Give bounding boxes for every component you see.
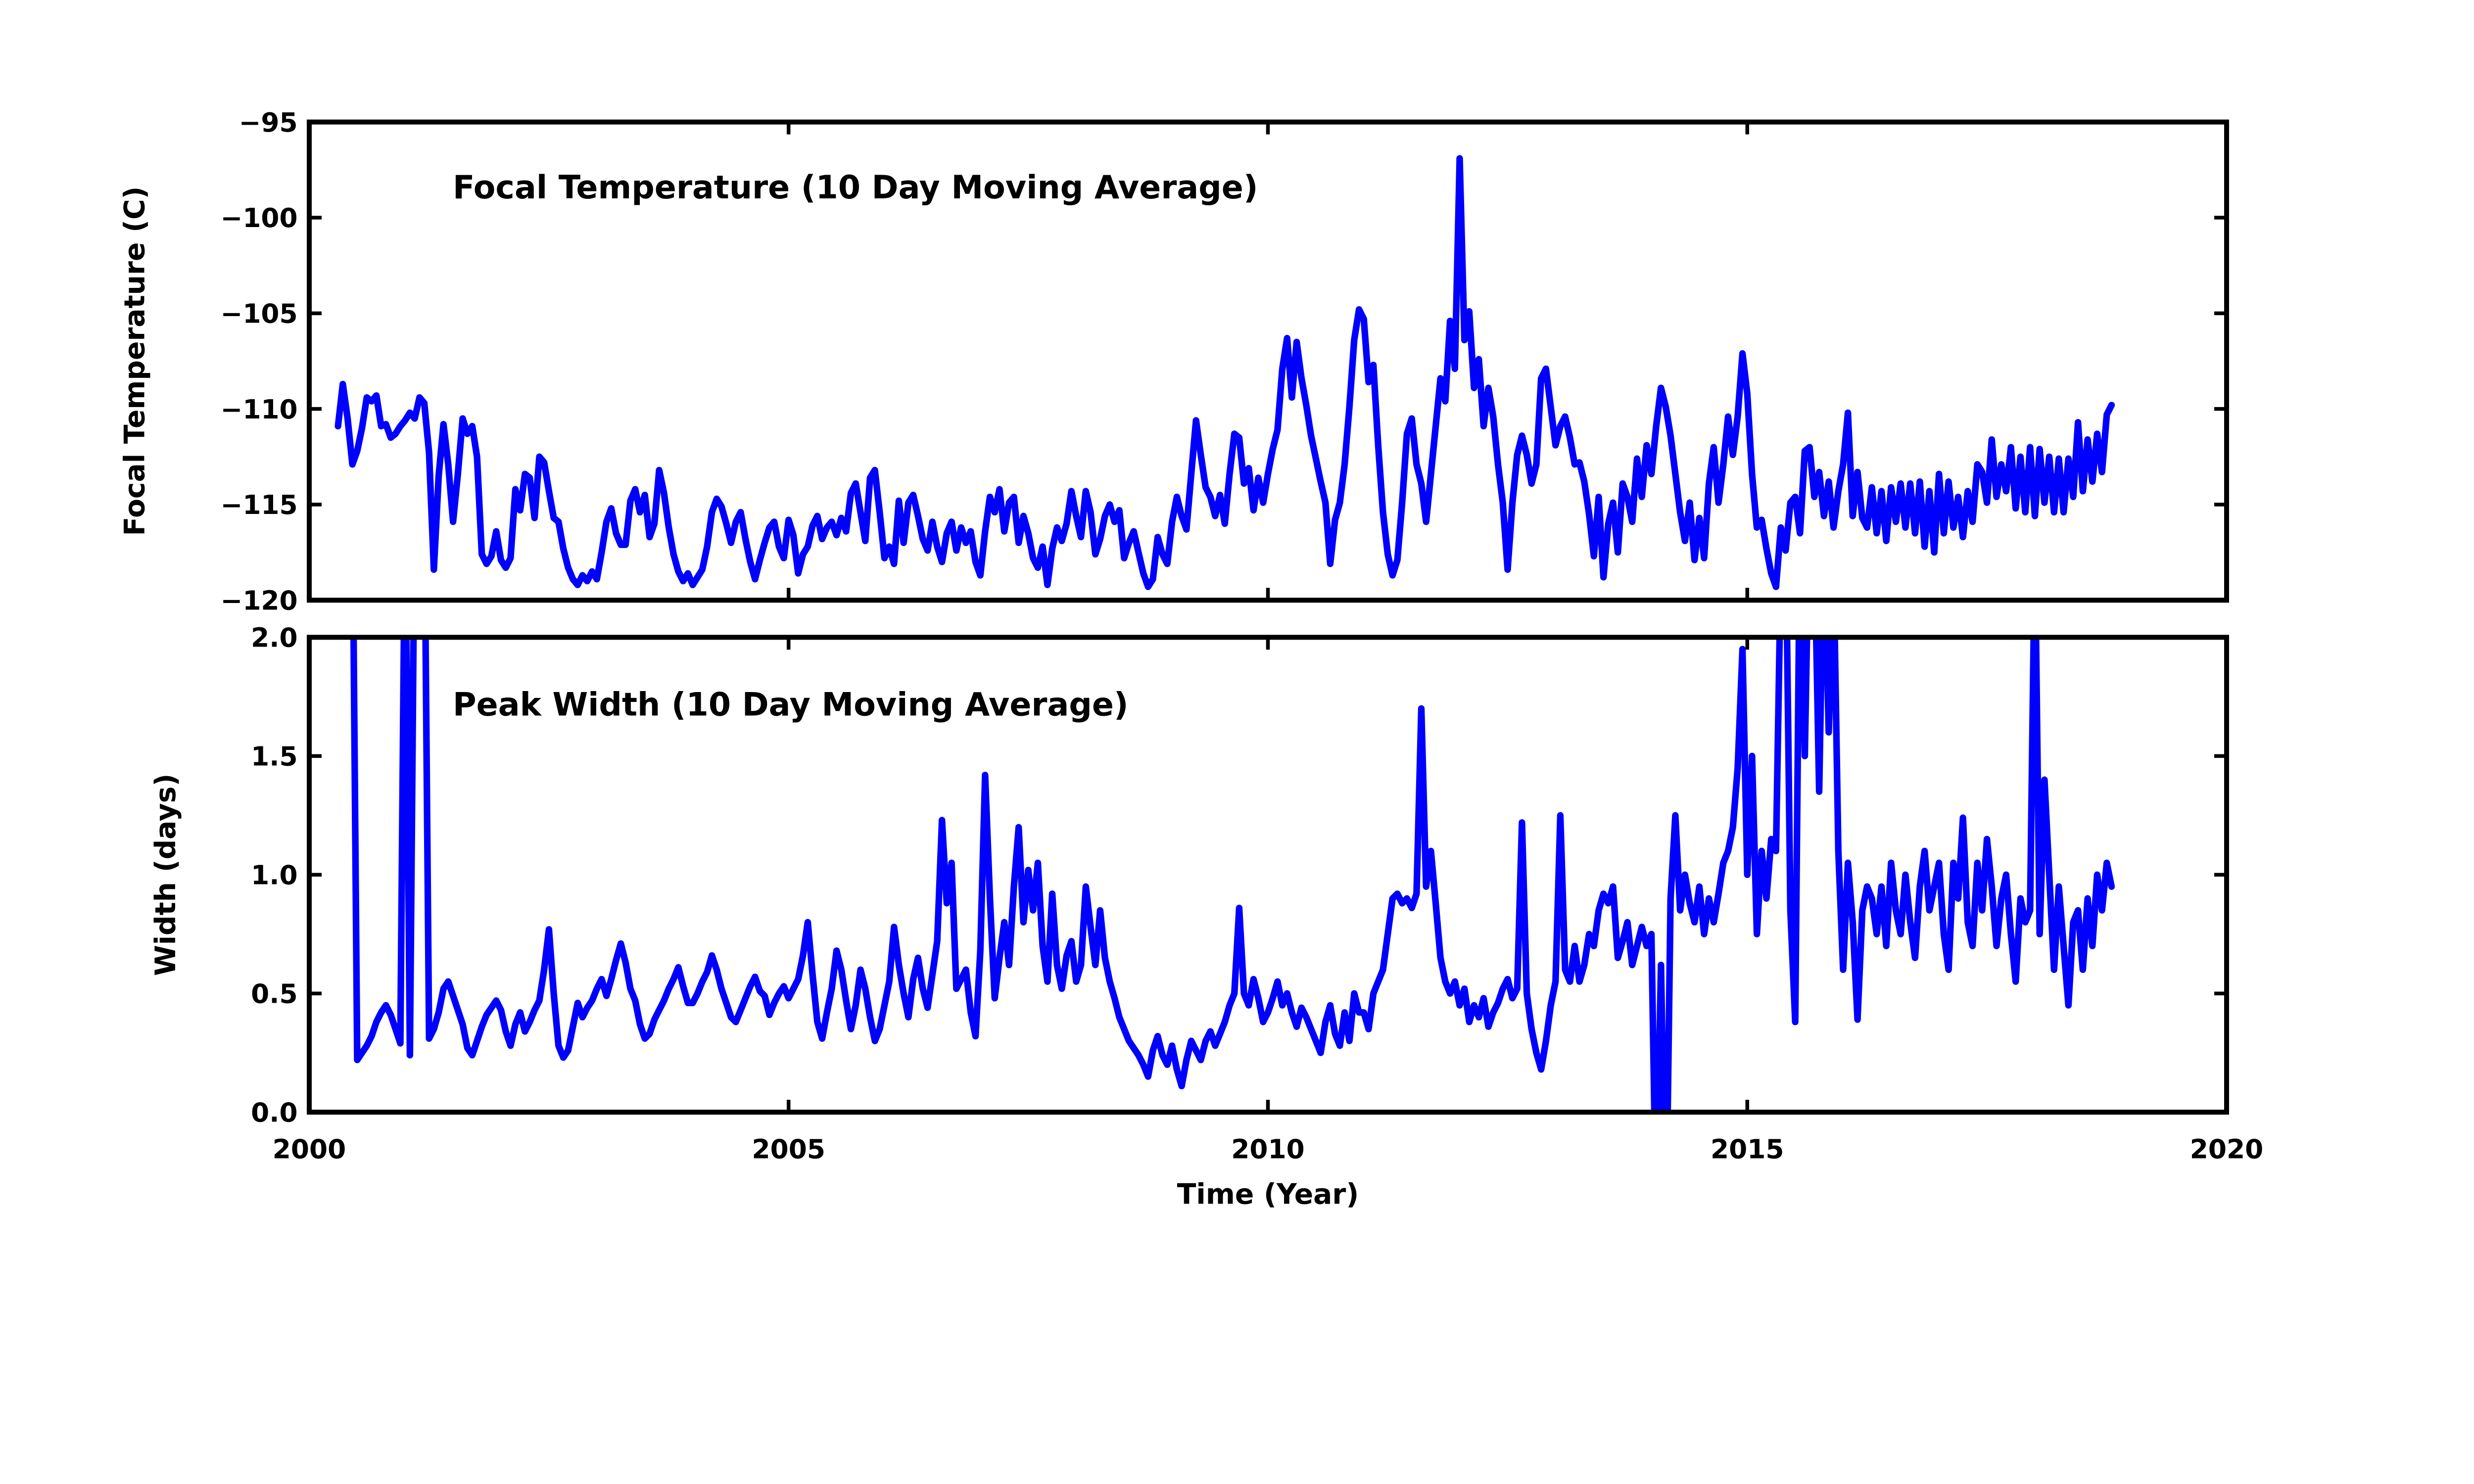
- y-tick-label: 1.5: [251, 741, 297, 772]
- peak-width-line: [350, 637, 2115, 1113]
- x-tick-label: 2005: [752, 1134, 825, 1165]
- top-chart: −95 −100 −105 −110 −115 −120 Focal Temperature…: [119, 107, 2229, 616]
- chart-title: Peak Width (10 Day Moving Average): [453, 687, 1129, 724]
- figure: −95 −100 −105 −110 −115 −120 Focal Temperature…: [118, 106, 2264, 1211]
- focal-temperature-line: [334, 155, 2115, 590]
- bottom-chart: 2000 2005 2010 2015 2020 0.0 0.5 1.0 1.5 2.0 Peak …: [149, 622, 2263, 1165]
- x-tick-label: 2020: [2190, 1134, 2263, 1165]
- y-tick-label: 1.0: [251, 860, 297, 891]
- y-tick-label: −120: [221, 585, 298, 616]
- y-tick-label: −110: [221, 394, 298, 425]
- chart-title: Focal Temperature (10 Day Moving Average…: [453, 169, 1258, 206]
- x-tick-label: 2000: [273, 1134, 346, 1165]
- y-tick-label: −115: [221, 489, 298, 520]
- y-axis-label: Width (days): [149, 774, 182, 976]
- y-tick-label: 0.0: [251, 1097, 297, 1128]
- y-tick-label: 0.5: [251, 978, 297, 1010]
- y-tick-label: −100: [221, 202, 298, 233]
- charts-svg: −95 −100 −105 −110 −115 −120 Focal Temperature…: [119, 107, 2264, 1211]
- x-axis-label: Time (Year): [1177, 1178, 1359, 1210]
- y-tick-label: 2.0: [251, 622, 297, 653]
- y-axis-label: Focal Temperature (C): [119, 186, 151, 536]
- y-tick-label: −105: [221, 298, 298, 329]
- x-tick-label: 2015: [1711, 1134, 1784, 1165]
- y-tick-label: −95: [239, 107, 298, 138]
- x-tick-label: 2010: [1231, 1134, 1304, 1165]
